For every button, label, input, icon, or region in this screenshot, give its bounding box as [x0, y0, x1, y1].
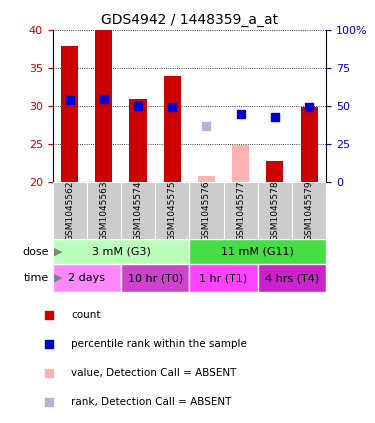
Bar: [224, 182, 258, 239]
Text: GSM1045563: GSM1045563: [99, 180, 108, 241]
Text: ▶: ▶: [54, 273, 63, 283]
Bar: [258, 182, 292, 239]
Bar: [258, 264, 326, 292]
Text: 4 hrs (T4): 4 hrs (T4): [265, 273, 319, 283]
Text: GSM1045562: GSM1045562: [65, 180, 74, 241]
Text: GSM1045575: GSM1045575: [168, 180, 177, 241]
Point: [328, 163, 334, 170]
Text: GSM1045576: GSM1045576: [202, 180, 211, 241]
Bar: [266, 161, 284, 182]
Text: GSM1045574: GSM1045574: [134, 180, 142, 241]
Bar: [189, 264, 258, 292]
Point: [306, 103, 312, 110]
Text: GSM1045578: GSM1045578: [270, 180, 279, 241]
Text: count: count: [71, 310, 100, 321]
Bar: [198, 176, 215, 182]
Bar: [155, 182, 189, 239]
Point: [169, 103, 175, 110]
Bar: [53, 264, 121, 292]
Bar: [232, 145, 249, 182]
Bar: [164, 76, 181, 182]
Point: [272, 114, 278, 121]
Bar: [87, 182, 121, 239]
Bar: [121, 182, 155, 239]
Point: [238, 111, 244, 118]
Bar: [189, 182, 224, 239]
Text: percentile rank within the sample: percentile rank within the sample: [71, 339, 247, 349]
Point: [101, 96, 107, 102]
Text: ▶: ▶: [54, 247, 63, 257]
Text: 1 hr (T1): 1 hr (T1): [200, 273, 248, 283]
Bar: [189, 239, 326, 264]
Bar: [95, 30, 112, 182]
Text: 10 hr (T0): 10 hr (T0): [128, 273, 183, 283]
Title: GDS4942 / 1448359_a_at: GDS4942 / 1448359_a_at: [101, 13, 278, 27]
Text: value, Detection Call = ABSENT: value, Detection Call = ABSENT: [71, 368, 237, 378]
Text: GSM1045579: GSM1045579: [304, 180, 313, 241]
Text: rank, Detection Call = ABSENT: rank, Detection Call = ABSENT: [71, 397, 231, 407]
Point: [204, 122, 210, 129]
Text: GSM1045577: GSM1045577: [236, 180, 245, 241]
Bar: [53, 239, 189, 264]
Bar: [292, 182, 326, 239]
Text: time: time: [24, 273, 49, 283]
Bar: [301, 107, 318, 182]
Bar: [53, 182, 87, 239]
Bar: [129, 99, 147, 182]
Text: 11 mM (G11): 11 mM (G11): [221, 247, 294, 257]
Bar: [61, 47, 78, 182]
Text: dose: dose: [22, 247, 49, 257]
Text: 2 days: 2 days: [68, 273, 105, 283]
Bar: [121, 264, 189, 292]
Text: 3 mM (G3): 3 mM (G3): [92, 247, 150, 257]
Point: [135, 102, 141, 109]
Point: [67, 96, 73, 103]
